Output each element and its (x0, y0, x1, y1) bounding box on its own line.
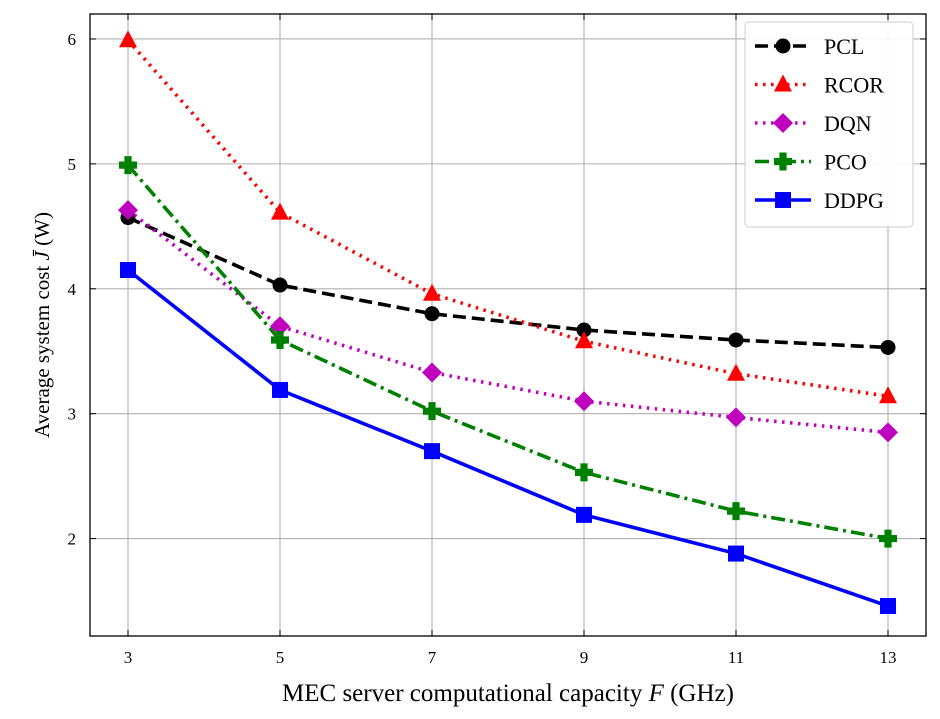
y-axis-label: Average system cost J̄ (W) (30, 212, 54, 438)
legend-label-dqn: DQN (824, 111, 872, 136)
data-point-rcor-5 (271, 202, 289, 220)
data-point-pco-7 (423, 402, 441, 421)
data-point-pco-9 (575, 463, 593, 482)
series-pcl (120, 210, 896, 355)
series-rcor (119, 30, 897, 404)
data-point-pco-11 (727, 502, 745, 521)
legend-item-pcl: PCL (755, 34, 864, 59)
data-point-rcor-13 (879, 386, 897, 404)
legend-item-rcor: RCOR (755, 73, 884, 98)
y-tick-label-6: 6 (68, 30, 77, 49)
data-point-dqn-7 (422, 362, 442, 383)
legend-item-ddpg: DDPG (755, 188, 884, 213)
series-line-pco (126, 163, 889, 541)
legend-box (744, 21, 914, 228)
data-point-ddpg-9 (576, 506, 592, 523)
legend-marker-dqn (773, 113, 793, 133)
x-axis-label-suffix: (GHz) (664, 680, 734, 707)
data-point-ddpg-5 (272, 381, 288, 398)
x-tick-label-5: 5 (276, 648, 285, 667)
data-point-pco-13 (879, 529, 897, 548)
y-axis-label-variable: J̄ (30, 249, 54, 261)
data-point-dqn-13 (878, 422, 898, 443)
data-point-pco-5 (271, 330, 289, 349)
legend-item-pco: PCO (755, 150, 867, 175)
data-point-dqn-5 (270, 316, 290, 337)
x-axis-label: MEC server computational capacity F (GHz… (282, 680, 734, 707)
x-tick-label-9: 9 (580, 648, 589, 667)
y-tick-label-5: 5 (68, 155, 77, 174)
x-tick-label-7: 7 (428, 648, 437, 667)
legend-label-ddpg: DDPG (824, 188, 884, 213)
x-tick-label-3: 3 (124, 648, 133, 667)
data-point-rcor-3 (119, 30, 137, 48)
data-point-ddpg-11 (728, 545, 744, 562)
series-dqn (118, 200, 898, 443)
legend-marker-rcor (774, 74, 792, 92)
series-ddpg (120, 262, 896, 615)
plot-frame (89, 13, 927, 637)
data-point-dqn-9 (574, 391, 594, 412)
x-axis-label-prefix: MEC server computational capacity (282, 680, 649, 707)
legend-marker-ddpg (775, 192, 791, 208)
y-axis-label-suffix: (W) (30, 212, 54, 251)
data-point-rcor-11 (727, 363, 745, 381)
series-layer (118, 30, 898, 615)
y-tick-label-3: 3 (68, 405, 77, 424)
legend: PCL RCOR DQN PCO DDPG (744, 21, 914, 228)
data-point-pcl-11 (728, 332, 744, 348)
series-line-pcl (127, 215, 889, 350)
data-point-ddpg-7 (424, 443, 440, 460)
y-tick-label-4: 4 (68, 280, 77, 299)
y-tick-label-2: 2 (68, 530, 77, 549)
legend-marker-pco (774, 152, 792, 171)
series-line-ddpg (126, 268, 889, 608)
legend-label-rcor: RCOR (824, 73, 884, 98)
legend-marker-pcl (775, 38, 791, 54)
legend-item-dqn: DQN (755, 111, 872, 136)
axis-ticks: 3 5 7 9 11 13 2 3 4 5 6 (68, 14, 926, 667)
x-tick-label-13: 13 (880, 648, 897, 667)
series-line-rcor (126, 39, 889, 398)
series-pco (119, 156, 897, 548)
data-point-pcl-7 (424, 306, 440, 322)
data-point-pcl-9 (576, 322, 592, 338)
data-point-ddpg-13 (880, 598, 896, 615)
data-point-dqn-11 (726, 407, 746, 428)
data-point-dqn-3 (118, 200, 138, 221)
data-point-pcl-13 (880, 339, 896, 355)
data-point-pcl-5 (272, 277, 288, 293)
x-axis-label-variable: F (648, 680, 665, 707)
y-axis-label-prefix: Average system cost (30, 260, 54, 437)
x-tick-label-11: 11 (728, 648, 744, 667)
data-point-pco-3 (119, 156, 137, 175)
data-point-ddpg-3 (120, 262, 136, 279)
data-point-rcor-9 (575, 331, 593, 349)
legend-label-pco: PCO (824, 150, 867, 175)
legend-label-pcl: PCL (824, 34, 864, 59)
series-line-dqn (126, 208, 889, 435)
data-point-rcor-7 (423, 283, 441, 301)
